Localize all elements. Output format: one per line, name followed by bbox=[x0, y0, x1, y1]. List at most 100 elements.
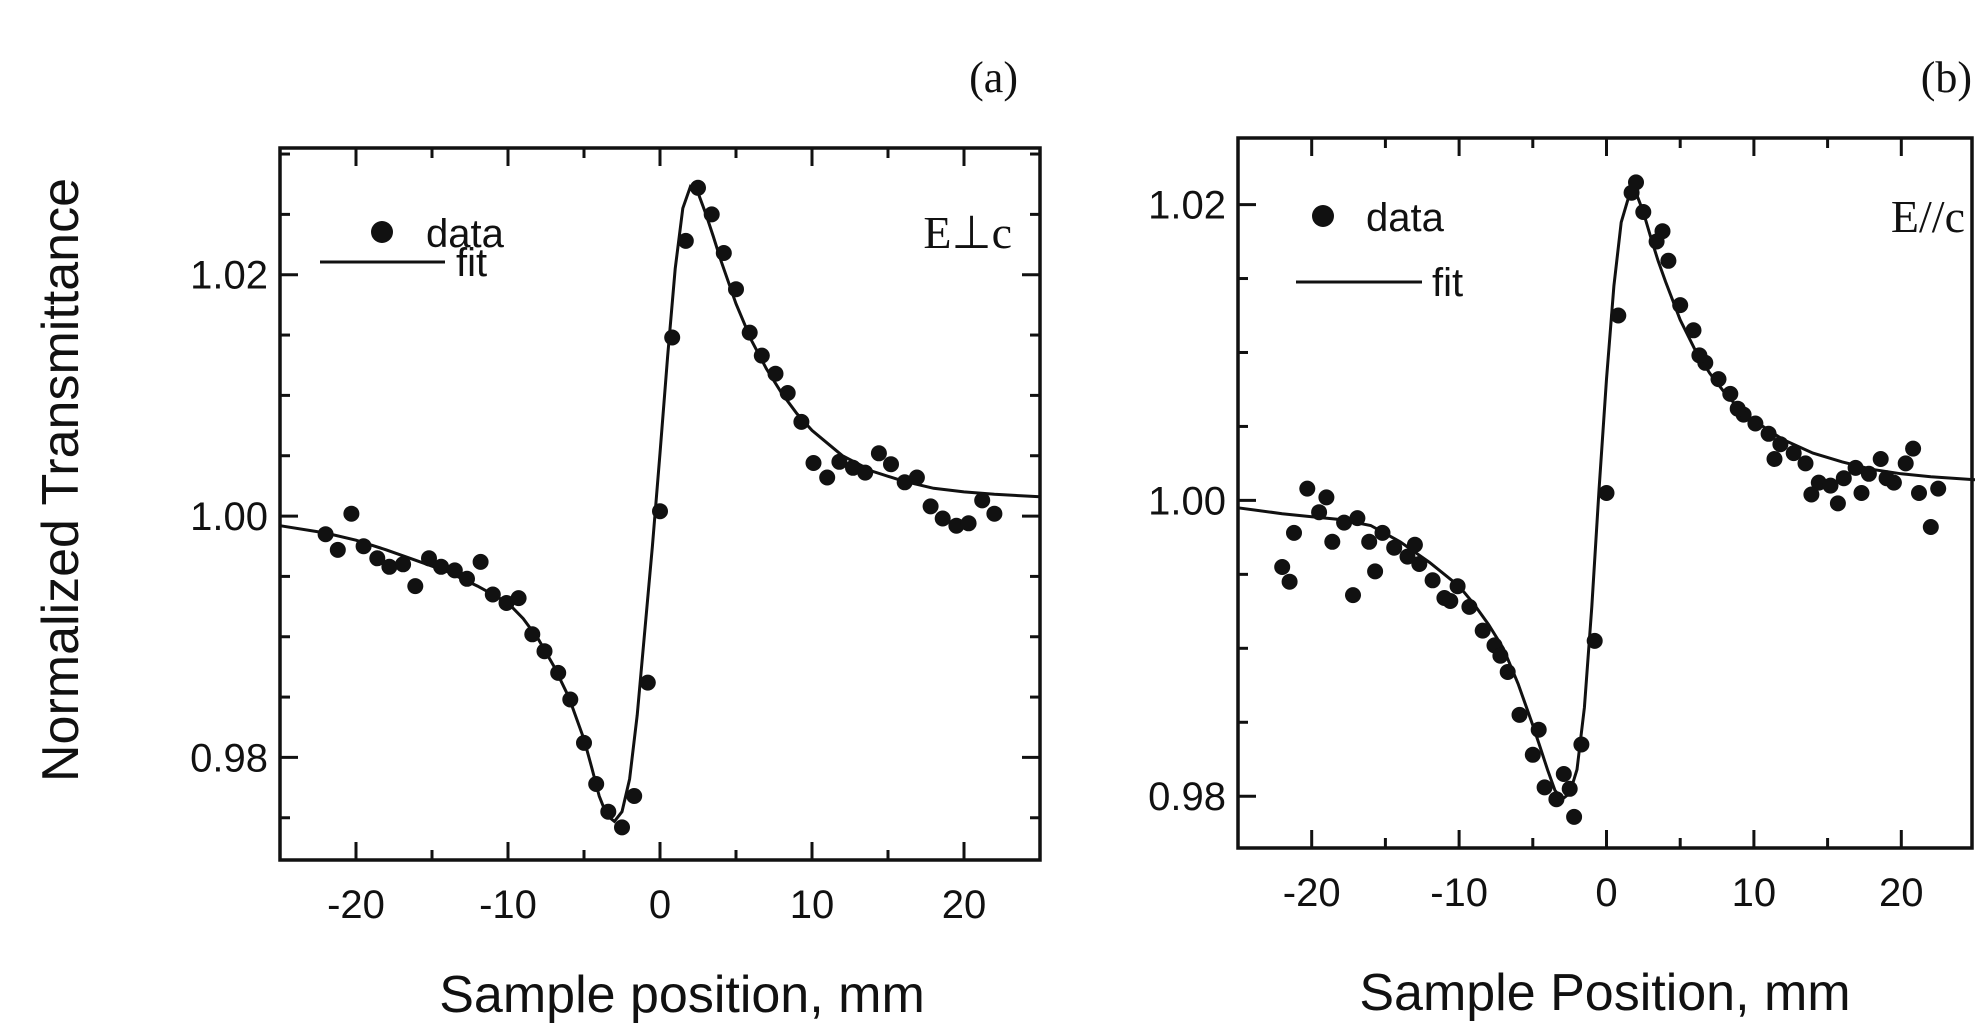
panel-a-data-point bbox=[703, 206, 720, 223]
panel-b-data-point bbox=[1822, 477, 1839, 494]
panel-a-data-point bbox=[407, 578, 424, 595]
panel-b-data-point bbox=[1324, 533, 1341, 550]
panel-b-legend: data fit bbox=[1296, 196, 1463, 305]
panel-a-x-tick-label: 10 bbox=[790, 883, 835, 927]
panel-a-legend-fit-label: fit bbox=[456, 241, 487, 285]
panel-a-data-point bbox=[524, 626, 541, 643]
panel-b-data-point bbox=[1386, 539, 1403, 556]
panel-a-data-point bbox=[779, 385, 796, 401]
panel-a-data-point bbox=[355, 538, 372, 555]
panel-b-x-tick-label: -20 bbox=[1283, 871, 1341, 915]
panel-b-data-point bbox=[1367, 563, 1384, 580]
panel-b-x-tick-label: 20 bbox=[1879, 871, 1924, 915]
panel-b-data-point bbox=[1566, 808, 1583, 825]
panel-b-data-point bbox=[1318, 489, 1335, 506]
panel-a-data-point bbox=[883, 456, 899, 473]
panel-b-data-point bbox=[1281, 573, 1298, 590]
panel-a-y-tick-label: 1.00 bbox=[190, 495, 268, 539]
panel-a-data-point bbox=[960, 515, 977, 532]
panel-b-data-point bbox=[1530, 721, 1547, 738]
panel-a-data-point bbox=[343, 505, 360, 522]
panel-a-data-point bbox=[934, 510, 951, 527]
panel-b-data-point bbox=[1672, 297, 1689, 314]
panel-b-data-point bbox=[1654, 223, 1671, 240]
panel-b-data-point bbox=[1610, 307, 1627, 324]
panel-a-data-point bbox=[870, 445, 887, 462]
panel-b-polarization-label: E//c bbox=[1891, 191, 1965, 242]
panel-b-data-point bbox=[1274, 559, 1291, 575]
panel-b: (b) E//c Sample Position, mm data fit -2… bbox=[1148, 53, 1975, 1022]
panel-a-data-point bbox=[472, 553, 489, 570]
panel-a-data-point bbox=[562, 691, 579, 708]
panel-b-legend-data-marker bbox=[1312, 205, 1334, 227]
panel-b-data-point bbox=[1797, 455, 1814, 472]
panel-a-label: (a) bbox=[969, 53, 1018, 102]
panel-a-data-point bbox=[922, 498, 939, 515]
panel-a-data-point bbox=[588, 776, 605, 792]
panel-b-plot: -20 -10 0 10 20 0.98 1.00 1.02 bbox=[1148, 136, 1975, 915]
panel-a-data-point bbox=[819, 469, 836, 486]
panel-a-data-point bbox=[369, 550, 386, 567]
panel-b-data-point bbox=[1660, 252, 1677, 269]
panel-b-legend-data-label: data bbox=[1366, 196, 1445, 240]
panel-a-data-point bbox=[446, 562, 463, 579]
panel-b-data-point bbox=[1461, 598, 1478, 615]
panel-b-data-point bbox=[1772, 436, 1789, 453]
panel-b-y-tick-label: 0.98 bbox=[1148, 775, 1226, 819]
panel-a-data-point bbox=[550, 664, 567, 681]
panel-b-data-point bbox=[1847, 459, 1864, 476]
panel-a-data-point bbox=[536, 643, 553, 660]
panel-a-data-point bbox=[639, 674, 656, 691]
panel-b-data-point bbox=[1691, 347, 1708, 364]
panel-b-data-point bbox=[1635, 204, 1652, 220]
panel-a-data-point bbox=[831, 453, 848, 470]
panel-b-data-point bbox=[1872, 451, 1889, 467]
panel-b-data-point bbox=[1286, 524, 1302, 541]
panel-b-data-point bbox=[1561, 780, 1578, 797]
panel-a-data-point bbox=[793, 413, 810, 430]
panel-b-y-tick-label: 1.00 bbox=[1148, 479, 1226, 523]
panel-a-polarization-label: E⊥c bbox=[923, 207, 1012, 258]
panel-b-x-tick-label: -10 bbox=[1430, 871, 1488, 915]
panel-b-data-point bbox=[1922, 519, 1939, 535]
panel-a-data-point bbox=[677, 232, 694, 249]
panel-a-data-point bbox=[741, 324, 758, 341]
panel-a-data-point bbox=[652, 503, 668, 520]
panel-a-data-point bbox=[576, 734, 592, 751]
panel-b-data-point bbox=[1628, 174, 1644, 191]
panel-b-data-point bbox=[1835, 470, 1852, 487]
panel-a-y-tick-label: 0.98 bbox=[190, 736, 268, 780]
panel-a-data-point bbox=[896, 474, 913, 491]
panel-a-data-point bbox=[484, 586, 501, 603]
panel-a-data-point bbox=[690, 179, 706, 196]
panel-b-data-point bbox=[1345, 587, 1361, 604]
panel-a-data-point bbox=[395, 556, 412, 573]
panel-a-data-point bbox=[459, 570, 475, 587]
panel-a-data-point bbox=[908, 469, 925, 486]
panel-b-data-point bbox=[1374, 524, 1391, 541]
panel-b-data-point bbox=[1449, 578, 1466, 595]
panel-b-data-point bbox=[1897, 455, 1914, 472]
panel-a-data-point bbox=[753, 347, 770, 364]
panel-b-x-axis-title: Sample Position, mm bbox=[1359, 964, 1850, 1022]
panel-a-data-point bbox=[664, 329, 681, 346]
y-axis-title: Normalized Transmittance bbox=[32, 178, 90, 782]
panel-b-data-point bbox=[1548, 791, 1565, 808]
panel-b-data-point bbox=[1406, 536, 1423, 553]
panel-b-data-point bbox=[1361, 533, 1378, 550]
panel-a-data-point bbox=[626, 788, 643, 804]
panel-a-data-point bbox=[381, 558, 398, 575]
panel-a-x-tick-label: -20 bbox=[327, 883, 385, 927]
panel-b-data-point bbox=[1860, 465, 1877, 482]
panel-a-y-tick-label: 1.02 bbox=[190, 254, 268, 298]
panel-a-data-point bbox=[857, 464, 874, 481]
panel-b-data-point bbox=[1336, 514, 1353, 531]
panel-b-data-point bbox=[1536, 779, 1553, 796]
panel-b-data-point bbox=[1474, 622, 1491, 639]
panel-b-data-point bbox=[1685, 322, 1702, 339]
panel-b-data-point bbox=[1442, 593, 1459, 609]
panel-a: (a) E⊥c Sample position, mm data fit -20… bbox=[190, 53, 1042, 1024]
panel-b-data-point bbox=[1710, 371, 1727, 388]
panel-b-data-point bbox=[1511, 706, 1528, 723]
panel-b-data-point bbox=[1760, 425, 1777, 442]
